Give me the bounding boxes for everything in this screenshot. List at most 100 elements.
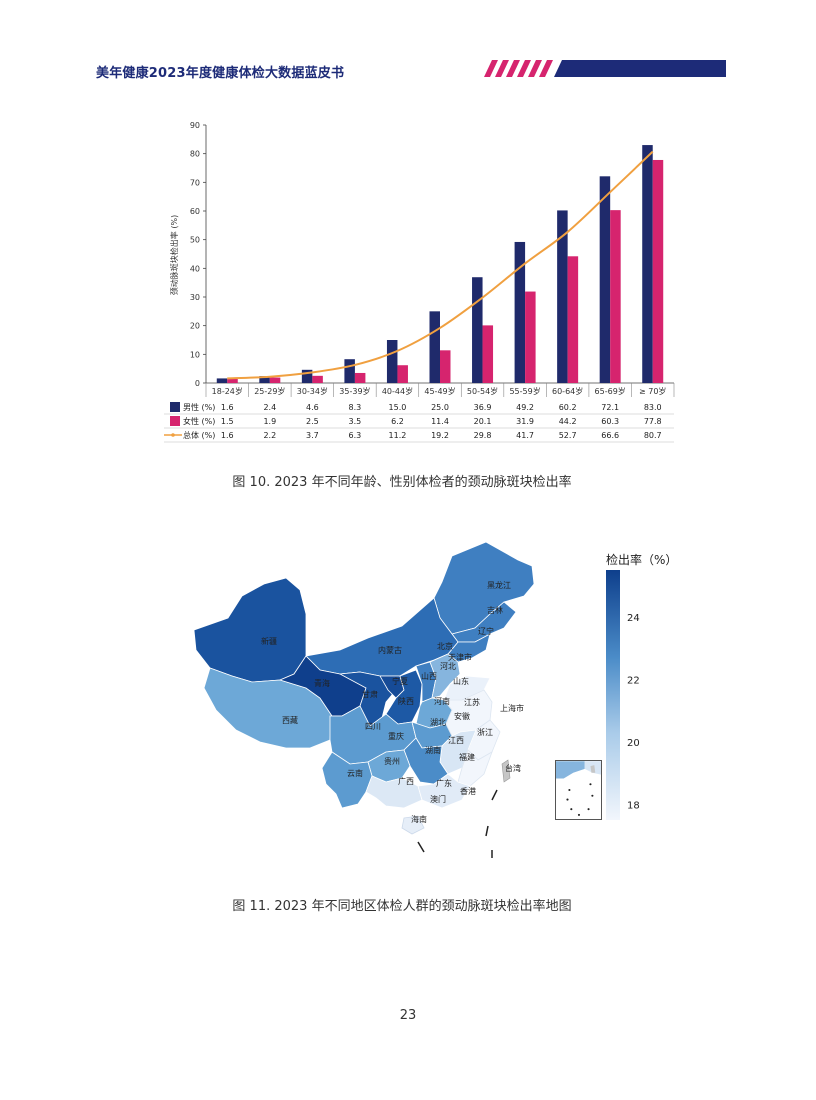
male-bar bbox=[642, 145, 653, 383]
overall-trend-line bbox=[227, 150, 654, 380]
map-region-taiwan bbox=[501, 759, 511, 783]
map-region-label: 新疆 bbox=[261, 636, 277, 646]
colorbar-tick-label: 22 bbox=[627, 675, 640, 686]
legend-overall-label: 总体 (%) bbox=[183, 430, 215, 440]
x-tick-label: 35-39岁 bbox=[339, 386, 370, 396]
map-region-label: 吉林 bbox=[487, 605, 503, 615]
table-value: 72.1 bbox=[601, 403, 619, 412]
map-region-label: 湖南 bbox=[425, 745, 441, 755]
map-region-label: 香港 bbox=[460, 786, 476, 796]
y-tick-label: 50 bbox=[190, 236, 200, 245]
y-tick-label: 40 bbox=[190, 264, 200, 273]
table-value: 77.8 bbox=[644, 417, 662, 426]
table-value: 4.6 bbox=[306, 403, 319, 412]
map-region-xinjiang bbox=[193, 577, 307, 683]
table-value: 44.2 bbox=[559, 417, 577, 426]
female-bar bbox=[354, 372, 366, 383]
table-value: 6.3 bbox=[349, 431, 362, 440]
map-region-label: 黑龙江 bbox=[487, 580, 511, 590]
table-value: 19.2 bbox=[431, 431, 449, 440]
map-region-label: 江苏 bbox=[464, 697, 480, 707]
map-region-label: 云南 bbox=[347, 768, 363, 778]
table-value: 11.4 bbox=[431, 417, 449, 426]
map-region-label: 湖北 bbox=[430, 718, 446, 727]
male-bar bbox=[472, 277, 483, 383]
table-value: 60.2 bbox=[559, 403, 577, 412]
legend-overall-marker bbox=[171, 433, 175, 437]
y-tick-label: 60 bbox=[190, 207, 200, 216]
table-value: 1.6 bbox=[221, 431, 234, 440]
table-value: 25.0 bbox=[431, 403, 449, 412]
south-sea-dashes bbox=[417, 789, 498, 858]
table-value: 1.5 bbox=[221, 417, 234, 426]
map-region-label: 广东 bbox=[436, 778, 452, 788]
table-value: 41.7 bbox=[516, 431, 534, 440]
male-bar bbox=[599, 176, 611, 383]
male-bar bbox=[216, 378, 228, 383]
male-bar bbox=[557, 210, 568, 383]
table-value: 60.3 bbox=[601, 417, 619, 426]
male-bar bbox=[429, 311, 440, 383]
page-number: 23 bbox=[399, 1008, 417, 1023]
table-value: 31.9 bbox=[516, 417, 534, 426]
x-tick-label: 30-34岁 bbox=[297, 386, 328, 396]
table-value: 52.7 bbox=[559, 431, 577, 440]
map-region-label: 河南 bbox=[434, 696, 450, 706]
map-region-label: 重庆 bbox=[388, 731, 404, 741]
map-region-label: 上海市 bbox=[500, 703, 524, 713]
table-value: 2.5 bbox=[306, 417, 319, 426]
map-region-label: 海南 bbox=[411, 814, 427, 824]
female-bar bbox=[269, 377, 281, 383]
x-tick-label: 65-69岁 bbox=[595, 386, 626, 396]
map-region-label: 澳门 bbox=[430, 794, 446, 804]
table-value: 6.2 bbox=[391, 417, 404, 426]
table-value: 11.2 bbox=[389, 431, 407, 440]
map-region-label: 青海 bbox=[314, 678, 330, 688]
female-bar bbox=[610, 210, 621, 383]
map-region-label: 安徽 bbox=[454, 711, 470, 721]
colorbar-tick-label: 18 bbox=[627, 800, 640, 811]
map-region-label: 广西 bbox=[398, 776, 414, 786]
y-tick-label: 0 bbox=[195, 379, 200, 388]
female-bar bbox=[227, 378, 238, 383]
female-bar bbox=[312, 375, 323, 383]
male-bar bbox=[514, 241, 526, 383]
x-tick-label: ≥ 70岁 bbox=[639, 386, 666, 396]
y-tick-label: 20 bbox=[190, 322, 200, 331]
table-value: 49.2 bbox=[516, 403, 534, 412]
colorbar-tick-label: 24 bbox=[627, 613, 640, 624]
y-tick-label: 90 bbox=[190, 121, 200, 130]
map-region-guangxi bbox=[365, 775, 423, 809]
map-legend-title: 检出率（%） bbox=[606, 553, 678, 567]
map-region-label: 西藏 bbox=[282, 715, 298, 725]
legend-female-label: 女性 (%) bbox=[183, 416, 215, 426]
y-tick-label: 10 bbox=[190, 350, 200, 359]
map-region-label: 山东 bbox=[453, 676, 469, 686]
map-region-label: 台湾 bbox=[505, 763, 521, 773]
colorbar-tick-label: 20 bbox=[627, 738, 640, 749]
male-bar bbox=[386, 340, 398, 383]
map-region-label: 四川 bbox=[365, 722, 381, 731]
table-value: 36.9 bbox=[474, 403, 492, 412]
figure-11-caption: 图 11. 2023 年不同地区体检人群的颈动脉斑块检出率地图 bbox=[232, 899, 572, 914]
x-tick-label: 25-29岁 bbox=[254, 386, 285, 396]
table-value: 20.1 bbox=[474, 417, 492, 426]
y-tick-label: 30 bbox=[190, 293, 200, 302]
south-sea-inset bbox=[555, 760, 602, 820]
x-tick-label: 40-44岁 bbox=[382, 386, 413, 396]
table-value: 2.4 bbox=[263, 403, 276, 412]
table-value: 83.0 bbox=[644, 403, 662, 412]
header-stripe-decoration bbox=[484, 60, 726, 77]
table-value: 80.7 bbox=[644, 431, 662, 440]
female-bar bbox=[652, 159, 664, 383]
female-bar bbox=[397, 365, 408, 383]
x-tick-label: 18-24岁 bbox=[212, 386, 243, 396]
map-region-label: 河北 bbox=[440, 661, 456, 671]
age-gender-bar-chart: 颈动脉斑块检出率 (%) 0 10 20 30 40 50 60 70 80 90 18-24岁 2… bbox=[164, 121, 675, 443]
map-region-hainan bbox=[401, 815, 425, 835]
figure-10-caption: 图 10. 2023 年不同年龄、性别体检者的颈动脉斑块检出率 bbox=[232, 475, 572, 490]
map-region-label: 江西 bbox=[448, 736, 464, 745]
table-value: 1.6 bbox=[221, 403, 234, 412]
x-tick-label: 55-59岁 bbox=[509, 386, 540, 396]
map-region-yunnan bbox=[321, 751, 373, 809]
